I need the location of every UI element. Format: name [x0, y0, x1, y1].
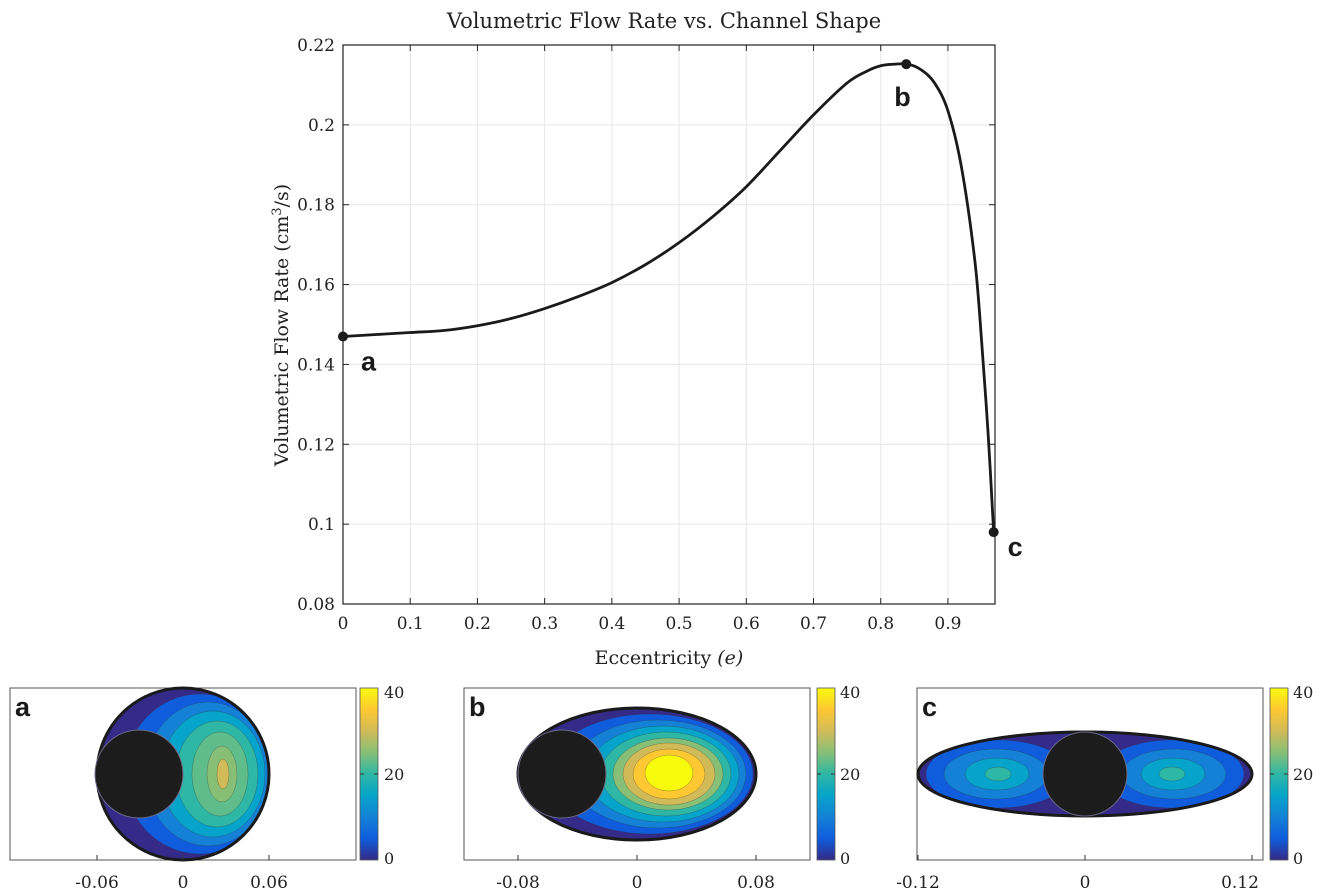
panel-a-cbar-tick-40: 40	[384, 683, 404, 702]
panel-a-colorbar-ticks: 40 20 0	[360, 683, 404, 868]
y-tick-label: 0.14	[297, 355, 335, 375]
panel-c-xtick-2: 0	[1080, 873, 1091, 893]
panel-b-cbar-tick-0: 0	[840, 849, 850, 868]
heatmap-panel-b: b 40 20 0 -0.08 0 0.08	[463, 683, 860, 893]
y-tick-label: 0.22	[297, 36, 335, 56]
y-tick-label: 0.18	[297, 196, 335, 216]
point-label-b: b	[894, 82, 911, 112]
y-axis-label: Volumetric Flow Rate (cm3/s)	[270, 184, 293, 467]
x-tick-label: 0.4	[598, 614, 625, 634]
panel-a-cbar-tick-20: 20	[384, 765, 404, 784]
y-tick-label: 0.2	[308, 116, 335, 136]
point-c	[988, 527, 999, 538]
panel-b-label: b	[469, 692, 486, 722]
panel-c-colorbar-ticks: 40 20 0	[1270, 683, 1313, 868]
x-tick-label: 0.6	[733, 614, 760, 634]
x-tick-label: 0.9	[934, 614, 961, 634]
panel-b-obstacle	[517, 729, 607, 819]
panel-c-xtick-1: -0.12	[896, 873, 940, 893]
panel-b-xtick-1: -0.08	[496, 873, 540, 893]
x-tick-label: 0.7	[800, 614, 827, 634]
x-tick-labels: 0 0.1 0.2 0.3 0.4 0.5 0.6 0.7 0.8 0.9	[338, 614, 962, 634]
panel-a-obstacle	[94, 729, 184, 819]
panel-c-obstacle	[1042, 731, 1128, 817]
panel-c-x-ticks: -0.12 0 0.12	[896, 855, 1259, 893]
y-tick-label: 0.1	[308, 515, 335, 535]
y-tick-label: 0.16	[297, 276, 335, 296]
point-b	[901, 59, 912, 70]
panel-b-xtick-3: 0.08	[737, 873, 775, 893]
x-tick-label: 0.1	[397, 614, 424, 634]
point-label-c: c	[1008, 532, 1023, 562]
axis-ticks	[342, 44, 995, 605]
y-tick-label: 0.08	[297, 595, 335, 615]
y-tick-labels: 0.08 0.1 0.12 0.14 0.16 0.18 0.2 0.22	[297, 36, 335, 615]
panel-b-x-ticks: -0.08 0 0.08	[496, 855, 775, 893]
panel-b-xtick-2: 0	[632, 873, 643, 893]
panel-c-cbar-tick-20: 20	[1293, 765, 1313, 784]
point-a	[338, 331, 348, 342]
x-tick-label: 0.5	[666, 614, 693, 634]
panel-c-cbar-tick-0: 0	[1293, 849, 1303, 868]
panel-a-xtick-3: 0.06	[250, 873, 288, 893]
flow-rate-line	[342, 62, 996, 533]
y-tick-label: 0.12	[297, 435, 335, 455]
panel-c-field	[918, 732, 1252, 816]
panel-a-cbar-tick-0: 0	[384, 849, 394, 868]
heatmap-panel-c: c 40 20 0 -0.12 0 0.12	[896, 683, 1313, 893]
panel-b-cbar-tick-40: 40	[840, 683, 860, 702]
chart-title: Volumetric Flow Rate vs. Channel Shape	[446, 9, 881, 33]
panel-c-label: c	[922, 692, 937, 722]
plot-frame	[342, 44, 996, 605]
x-tick-label: 0.3	[531, 614, 558, 634]
x-tick-label: 0.2	[464, 614, 491, 634]
grid-lines	[342, 44, 995, 605]
panel-b-cbar-tick-20: 20	[840, 765, 860, 784]
panel-c-xtick-3: 0.12	[1221, 873, 1259, 893]
panel-a-xtick-1: -0.06	[75, 873, 119, 893]
panel-a-label: a	[15, 692, 31, 722]
x-tick-label: 0.8	[867, 614, 894, 634]
panel-b-colorbar-ticks: 40 20 0	[817, 683, 860, 868]
highlight-points: a b c	[338, 59, 1023, 562]
x-tick-label: 0	[338, 614, 349, 634]
panel-b-field	[518, 708, 756, 840]
panel-c-cbar-tick-40: 40	[1293, 683, 1313, 702]
panel-a-xtick-2: 0	[178, 873, 189, 893]
x-axis-label: Eccentricity (e)	[595, 647, 744, 669]
main-line-chart: Volumetric Flow Rate vs. Channel Shape 0…	[270, 9, 1023, 669]
panel-a-x-ticks: -0.06 0 0.06	[75, 855, 288, 893]
point-label-a: a	[361, 346, 377, 376]
heatmap-panel-a: a 40 20 0 -0.06 0 0.06	[9, 683, 404, 893]
